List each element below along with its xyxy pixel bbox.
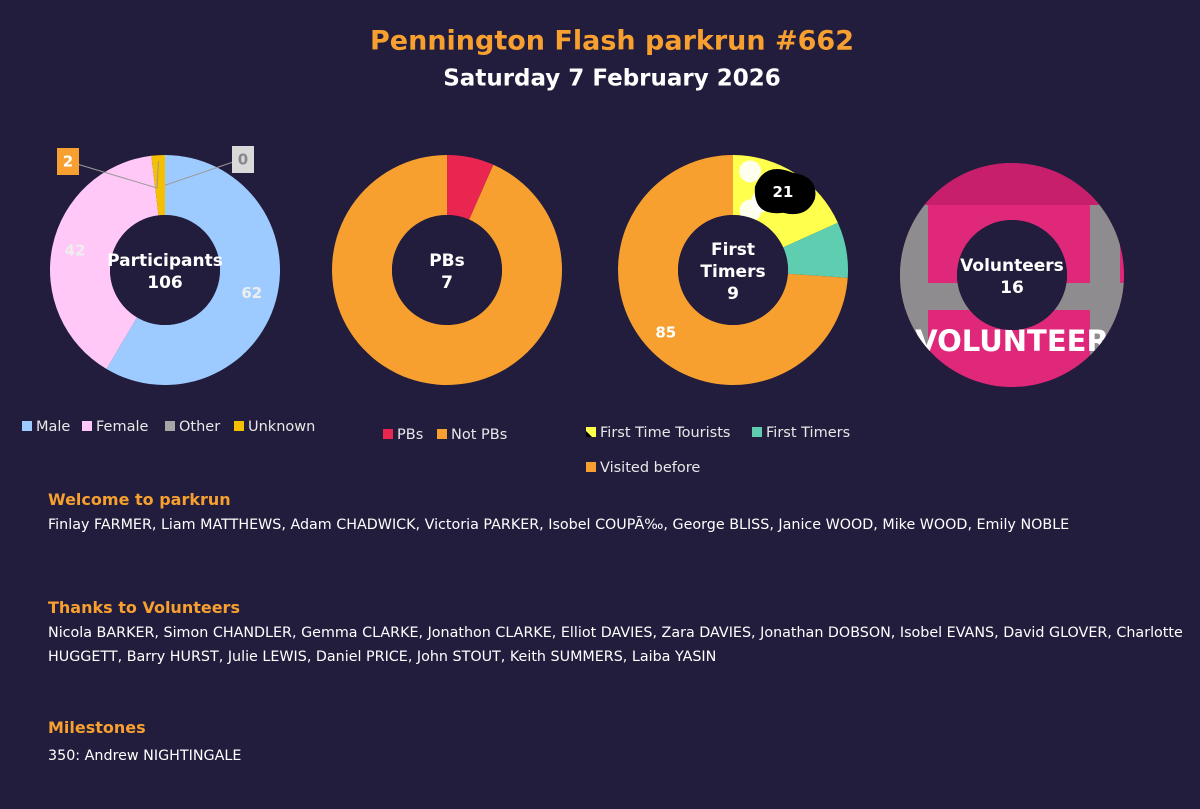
center-value: 7 bbox=[441, 273, 453, 293]
center-text: PBs 7 bbox=[392, 250, 502, 294]
data-label: 85 bbox=[655, 323, 676, 341]
section-heading: Thanks to Volunteers bbox=[48, 598, 240, 617]
section-text: Nicola BARKER, Simon CHANDLER, Gemma CLA… bbox=[48, 625, 1183, 665]
center-text: Participants 106 bbox=[100, 250, 230, 294]
title: Pennington Flash parkrun #662 bbox=[370, 26, 854, 57]
legend-pattern bbox=[586, 431, 592, 437]
section-heading: Welcome to parkrun bbox=[48, 490, 231, 509]
legend-label: Male bbox=[36, 419, 70, 435]
pattern-spot bbox=[739, 160, 762, 183]
center-label: Volunteers bbox=[960, 256, 1064, 276]
legend-swatch bbox=[586, 462, 596, 472]
subtitle: Saturday 7 February 2026 bbox=[443, 66, 781, 92]
legend-swatch bbox=[752, 427, 762, 437]
section-text: Finlay FARMER, Liam MATTHEWS, Adam CHADW… bbox=[48, 517, 1070, 533]
pattern-blob bbox=[754, 168, 816, 215]
legend-label: Not PBs bbox=[451, 427, 507, 443]
center-value: 9 bbox=[727, 284, 739, 304]
donut-slice bbox=[151, 155, 165, 216]
section-heading: Milestones bbox=[48, 718, 146, 737]
donut-slice bbox=[783, 222, 848, 278]
data-label: 0 bbox=[238, 151, 248, 169]
legend-swatch bbox=[437, 429, 447, 439]
legend-swatch bbox=[165, 421, 175, 431]
center-label: First Timers bbox=[700, 240, 766, 282]
legend-swatch bbox=[586, 427, 596, 437]
donut-slice bbox=[49, 155, 159, 370]
data-label: 2 bbox=[63, 153, 73, 171]
callout-line bbox=[66, 160, 160, 189]
legend-label: Female bbox=[96, 419, 149, 435]
callout-box bbox=[57, 148, 79, 175]
legend-label: First Timers bbox=[766, 425, 850, 441]
ring-hole bbox=[957, 220, 1067, 330]
donut-slice bbox=[447, 155, 494, 220]
legend-label: Unknown bbox=[248, 419, 315, 435]
legend-label: Visited before bbox=[600, 460, 700, 476]
center-text: Volunteers 16 bbox=[957, 255, 1067, 299]
donut-hole bbox=[110, 215, 220, 325]
pattern-spot bbox=[739, 199, 762, 222]
donut-slice bbox=[331, 155, 562, 385]
center-text: First Timers 9 bbox=[693, 239, 773, 305]
legend-swatch bbox=[22, 421, 32, 431]
legend-swatch bbox=[383, 429, 393, 439]
center-label: Participants bbox=[107, 251, 223, 271]
image-stripe bbox=[1090, 163, 1120, 387]
center-value: 16 bbox=[1000, 278, 1024, 298]
image-stripe bbox=[900, 163, 928, 387]
image-shade bbox=[900, 163, 1124, 205]
legend-swatch bbox=[234, 421, 244, 431]
callout-box bbox=[232, 146, 254, 173]
legend-label: Other bbox=[179, 419, 220, 435]
donut-slice bbox=[617, 154, 848, 385]
center-label: PBs bbox=[429, 251, 465, 271]
donut-hole bbox=[678, 215, 788, 325]
data-label: 42 bbox=[65, 242, 86, 260]
donut-hole bbox=[392, 215, 502, 325]
legend-label: First Time Tourists bbox=[600, 425, 730, 441]
section-text: 350: Andrew NIGHTINGALE bbox=[48, 748, 242, 764]
center-value: 106 bbox=[147, 273, 183, 293]
donut-slice bbox=[106, 155, 280, 385]
legend-label: PBs bbox=[397, 427, 423, 443]
data-label: 21 bbox=[772, 183, 793, 201]
data-label: 62 bbox=[241, 284, 262, 302]
legend-swatch bbox=[82, 421, 92, 431]
